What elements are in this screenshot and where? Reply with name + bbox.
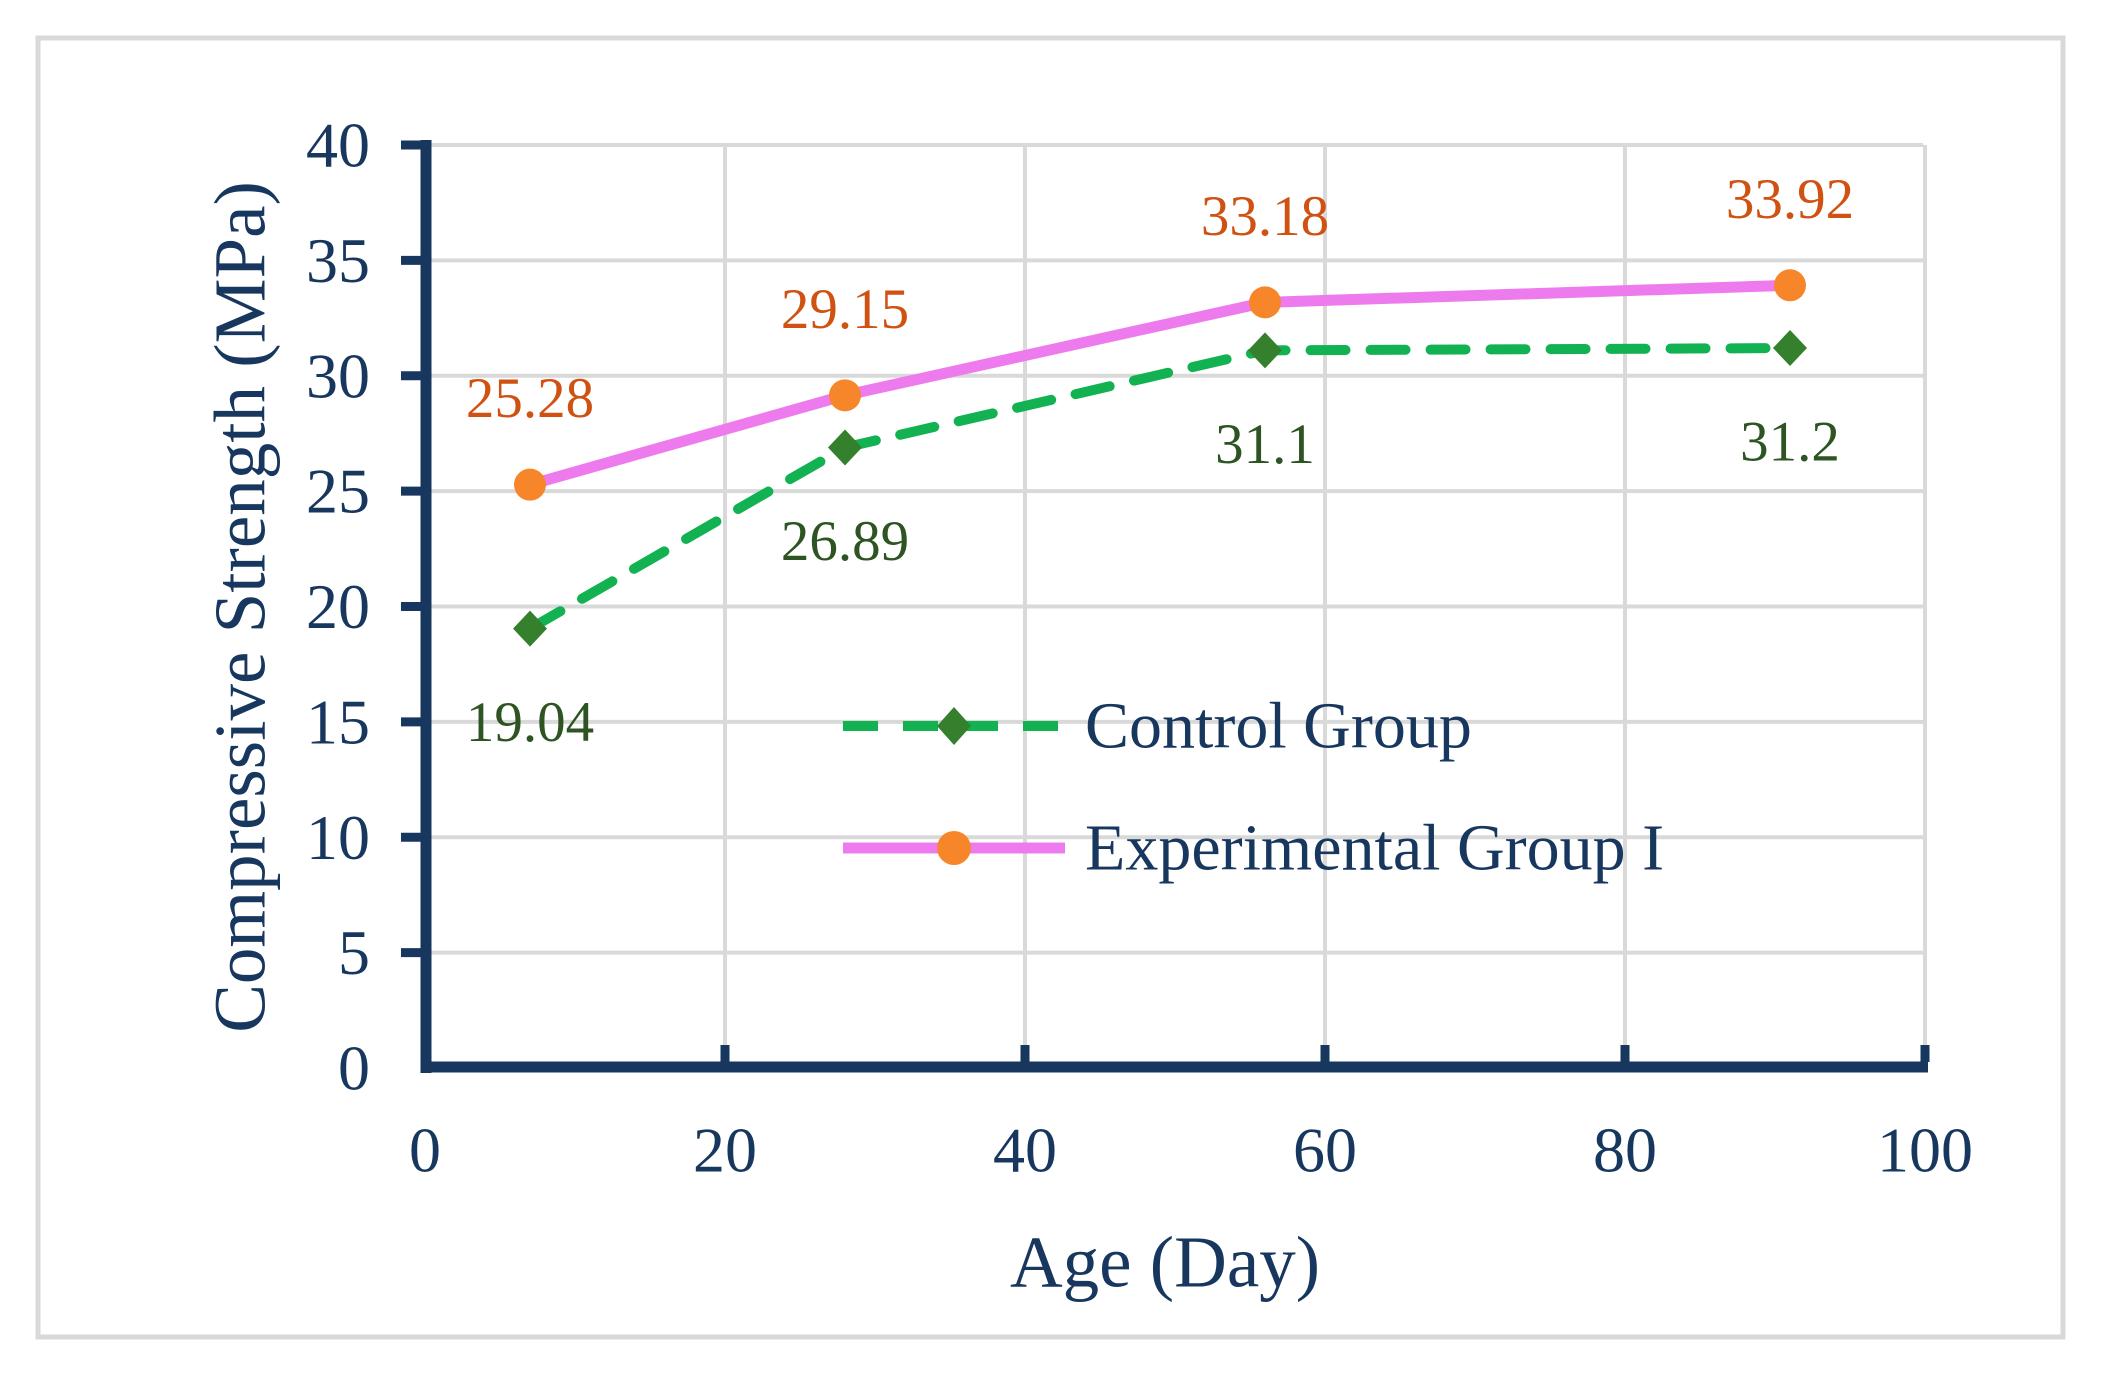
- data-label: 33.92: [1726, 168, 1854, 231]
- data-label: 31.2: [1740, 411, 1840, 474]
- axis-layer: [420, 140, 1928, 1073]
- data-point-marker: [829, 379, 861, 412]
- legend-label-experimental-group: Experimental Group I: [1085, 812, 1664, 885]
- data-label: 25.28: [466, 367, 594, 430]
- data-label: 26.89: [781, 510, 909, 573]
- y-tick-label: 35: [306, 225, 370, 296]
- x-axis-title: Age (Day): [1010, 1222, 1320, 1303]
- y-tick-label: 40: [306, 110, 370, 181]
- data-label: 33.18: [1201, 185, 1329, 248]
- data-label: 29.15: [781, 278, 909, 341]
- y-tick-label: 25: [306, 456, 370, 527]
- y-axis-title: Compressive Strength (MPa): [200, 181, 281, 1033]
- legend-label-control-group: Control Group: [1085, 690, 1472, 763]
- y-tick-label: 30: [306, 340, 370, 411]
- legend-swatch-experimental-group: [843, 831, 1065, 865]
- data-point-marker: [1249, 286, 1281, 319]
- y-tick-label: 10: [306, 802, 370, 873]
- y-tick-label: 20: [306, 571, 370, 642]
- data-point-marker: [514, 468, 546, 501]
- tick-layer: [401, 140, 1930, 1062]
- tick-label-layer: 0 5 10 15 20 25 30 35 40 0 20 40 60 80 100: [306, 110, 1973, 1186]
- data-point-marker: [1773, 330, 1807, 367]
- legend-marker-sample: [937, 707, 971, 745]
- y-tick-label: 15: [306, 686, 370, 757]
- legend-marker-sample: [937, 831, 971, 865]
- x-tick-label: 80: [1593, 1115, 1657, 1186]
- data-label: 31.1: [1215, 413, 1315, 476]
- data-point-marker: [1248, 332, 1282, 369]
- x-tick-label: 40: [993, 1115, 1057, 1186]
- x-tick-label: 20: [693, 1115, 757, 1186]
- figure-border: [35, 35, 2066, 1340]
- series-line-control-group: [525, 343, 1795, 634]
- legend-layer: Control Group Experimental Group I: [843, 690, 1664, 885]
- data-point-marker: [513, 610, 547, 647]
- data-point-marker: [828, 429, 862, 466]
- x-tick-label: 0: [409, 1115, 441, 1186]
- data-point-marker: [1774, 269, 1806, 302]
- series-layer: 19.04 26.89 31.1 31.2 25.28 29.15 33.18 33.92: [466, 168, 1854, 754]
- y-tick-label: 5: [338, 917, 370, 988]
- data-label: 19.04: [466, 691, 594, 754]
- y-tick-label: 0: [338, 1033, 370, 1104]
- x-tick-label: 100: [1877, 1115, 1973, 1186]
- series-line-experimental-group-i: [524, 279, 1796, 491]
- x-tick-label: 60: [1293, 1115, 1357, 1186]
- legend-swatch-control-group: [843, 707, 1065, 745]
